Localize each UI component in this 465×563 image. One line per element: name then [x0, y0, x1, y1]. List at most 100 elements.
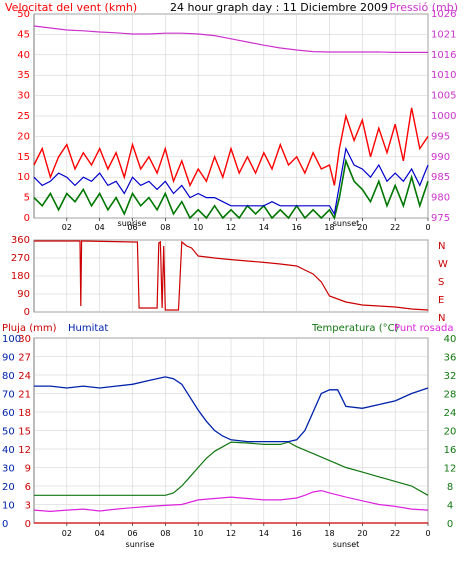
x-tick-label: 0 [425, 223, 430, 232]
rain-tick-labels: 0 3 6 9 12 15 18 21 24 27 30 [18, 334, 31, 530]
wind-speed-tick: 40 [17, 50, 30, 61]
x-tick-label: 08 [160, 529, 170, 538]
wind-gridlines [34, 13, 429, 221]
rain-tick: 6 [25, 482, 31, 493]
temperature-tick: 36 [444, 353, 457, 364]
humidity-tick: 40 [2, 445, 15, 456]
temperature-tick-labels: 0 4 8 12 16 20 24 28 32 36 40 [444, 334, 457, 530]
direction-gridlines [34, 239, 429, 313]
x-tick-label: 14 [259, 529, 269, 538]
sunrise-label-top: sunrise [118, 219, 147, 228]
temperature-tick: 28 [444, 390, 457, 401]
humidity-tick: 30 [2, 464, 15, 475]
wind-speed-tick: 25 [17, 111, 30, 122]
compass-direction-label: E [438, 295, 444, 306]
temperature-tick: 12 [444, 464, 457, 475]
x-tick-label: 10 [193, 529, 203, 538]
chart-title: 24 hour graph day : 11 Diciembre 2009 [170, 1, 388, 14]
humidity-line [34, 376, 429, 443]
wind-gust-line [33, 107, 429, 188]
wind-speed-tick: 45 [17, 29, 30, 40]
compass-direction-label: S [438, 277, 444, 288]
pressure-tick: 1026 [431, 9, 456, 20]
humidity-tick-labels: 0 10 20 30 40 50 60 70 80 90 100 [2, 334, 21, 530]
temperature-axis-title: Temperatura (°C) [311, 323, 399, 334]
humidity-tick: 60 [2, 408, 15, 419]
x-tick-label: 10 [193, 223, 203, 232]
wind-speed-tick: 50 [17, 9, 30, 20]
wind-speed-tick: 35 [17, 70, 30, 81]
x-tick-label: 06 [127, 223, 137, 232]
wind-speed-tick: 15 [17, 152, 30, 163]
rain-tick: 3 [25, 501, 31, 512]
pressure-tick: 1005 [431, 91, 456, 102]
compass-direction-label: N [438, 241, 445, 252]
pressure-tick: 1021 [431, 29, 456, 40]
humidity-tick: 10 [2, 501, 15, 512]
x-tick-label: 12 [226, 529, 236, 538]
pressure-tick: 1010 [431, 70, 456, 81]
pressure-line [33, 25, 428, 54]
temperature-line [34, 441, 429, 496]
wind-speed-tick: 5 [24, 193, 30, 204]
rain-tick: 30 [18, 334, 31, 345]
humidity-tick: 90 [2, 353, 15, 364]
rain-tick: 21 [18, 390, 31, 401]
x-tick-label: 16 [292, 529, 302, 538]
rain-axis-title: Pluja (mm) [2, 323, 57, 334]
x-tick-label: 04 [95, 529, 105, 538]
temperature-tick: 40 [444, 334, 457, 345]
direction-degree-tick: 180 [11, 271, 30, 282]
x-tick-label: 18 [324, 223, 334, 232]
x-tick-label: 08 [160, 223, 170, 232]
x-tick-label: 18 [324, 529, 334, 538]
humidity-gridlines [34, 337, 429, 526]
compass-direction-label: W [438, 259, 448, 270]
wind-speed-tick: 30 [17, 91, 30, 102]
humidity-temperature-panel: Pluja (mm) Humitat Temperatura (°C) Punt… [2, 323, 456, 549]
rain-tick: 15 [18, 427, 31, 438]
x-tick-label: 22 [390, 223, 400, 232]
direction-degree-tick: 360 [11, 235, 30, 246]
humidity-tick: 20 [2, 482, 15, 493]
rain-tick: 24 [18, 371, 31, 382]
wind-speed-tick-labels: 0 5 10 15 20 25 30 35 40 45 50 [17, 9, 30, 224]
x-tick-label: 16 [292, 223, 302, 232]
wind-direction-line [34, 240, 429, 311]
temperature-tick: 20 [444, 427, 457, 438]
direction-degree-tick: 0 [24, 307, 30, 318]
compass-direction-label: N [438, 313, 445, 324]
rain-tick: 27 [18, 353, 31, 364]
direction-degree-tick: 270 [11, 253, 30, 264]
humidity-hour-tick-labels: 02 04 06 08 10 12 14 16 18 20 22 0 [62, 529, 431, 538]
pressure-axis-title: Pressió (mb) [389, 1, 458, 14]
direction-degree-tick: 90 [17, 289, 30, 300]
humidity-tick: 100 [2, 334, 21, 345]
humidity-axis-title: Humitat [68, 323, 108, 334]
pressure-tick: 985 [431, 172, 450, 183]
wind-pressure-panel: Velocitat del vent (kmh) 24 hour graph d… [5, 1, 458, 232]
rain-tick: 12 [18, 445, 31, 456]
direction-degree-tick-labels: 0 90 180 270 360 [11, 235, 30, 318]
pressure-tick: 980 [431, 193, 450, 204]
x-tick-label: 04 [95, 223, 105, 232]
pressure-tick: 1000 [431, 111, 456, 122]
rain-tick: 9 [25, 464, 31, 475]
dewpoint-line [33, 489, 429, 513]
wind-speed-tick: 20 [17, 131, 30, 142]
x-tick-label: 02 [62, 529, 72, 538]
temperature-tick: 24 [444, 408, 457, 419]
temperature-tick: 32 [444, 371, 457, 382]
wind-minimum-line [33, 158, 429, 221]
x-tick-label: 02 [62, 223, 72, 232]
pressure-tick: 995 [431, 131, 450, 142]
temperature-tick: 16 [444, 445, 457, 456]
temperature-tick: 4 [447, 501, 453, 512]
x-tick-label: 20 [357, 529, 367, 538]
temperature-tick: 8 [447, 482, 453, 493]
pressure-tick: 1016 [431, 50, 456, 61]
humidity-tick: 0 [2, 519, 8, 530]
